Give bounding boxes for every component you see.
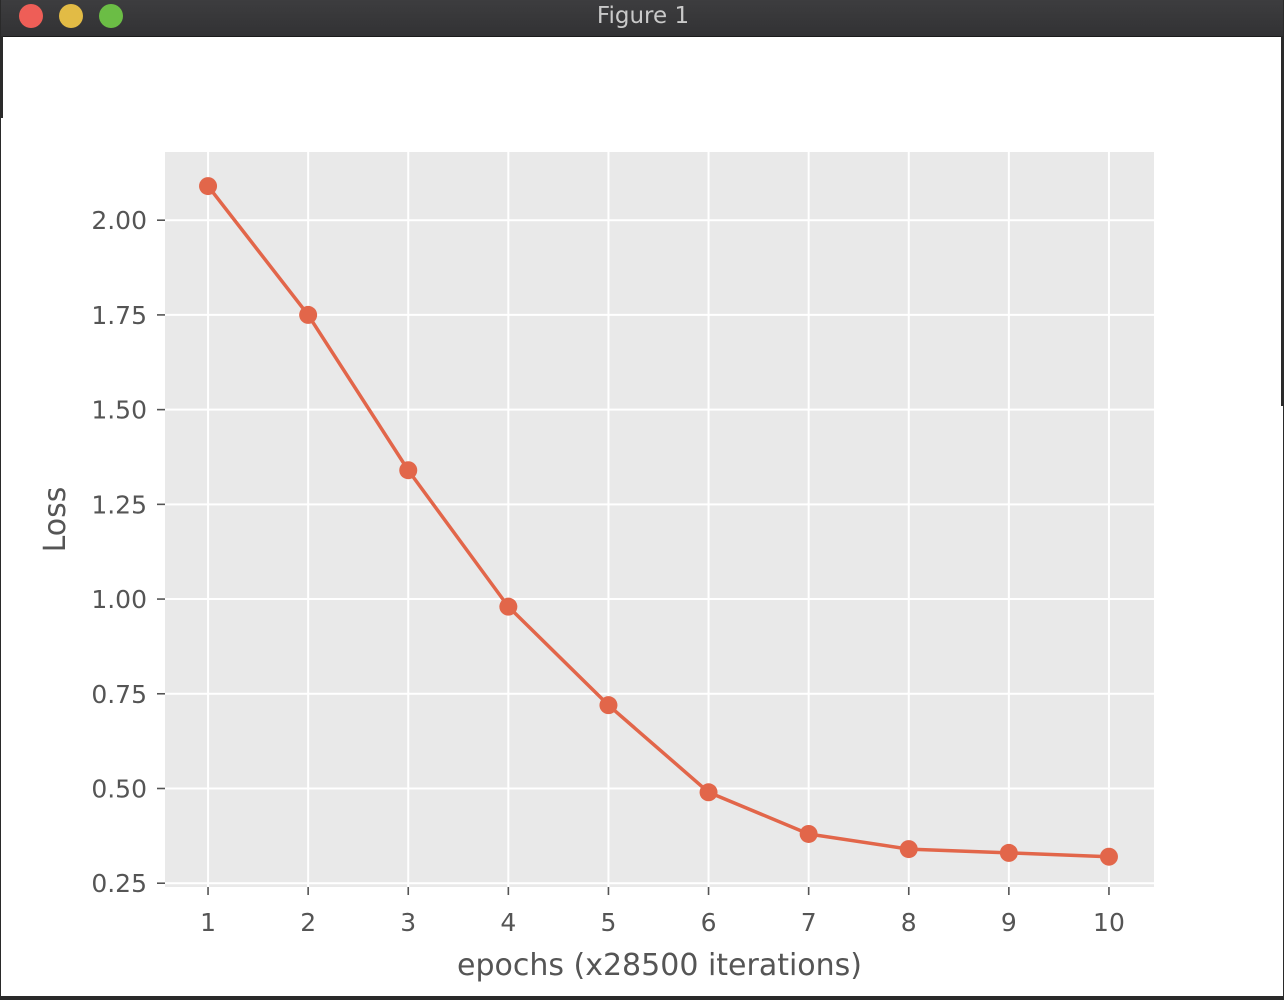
data-point [799, 824, 818, 843]
y-tick-label: 1.25 [91, 490, 147, 519]
axis-ticks: 1 2 3 4 5 6 7 8 9 10 0.25 0.50 0.75 1.00 1.25 1.50 1.75 2… [91, 206, 1125, 937]
x-axis-label: epochs (x28500 iterations) [457, 948, 862, 983]
y-tick-label: 0.50 [91, 774, 147, 803]
close-button[interactable] [19, 4, 43, 28]
data-point [899, 840, 918, 859]
y-axis-label: Loss [38, 487, 73, 553]
x-tick-label: 8 [901, 908, 917, 937]
line-chart: 1 2 3 4 5 6 7 8 9 10 0.25 0.50 0.75 1.00 1.25 1.50 1.75 2… [38, 152, 1154, 983]
window-edge-right [1281, 36, 1283, 406]
x-tick-label: 10 [1093, 908, 1125, 937]
data-point [599, 696, 618, 715]
x-tick-label: 1 [200, 908, 216, 937]
window-title: Figure 1 [596, 3, 690, 29]
data-point [699, 783, 718, 802]
x-tick-label: 7 [801, 908, 817, 937]
minimize-button[interactable] [59, 4, 83, 28]
y-tick-label: 2.00 [91, 206, 147, 235]
window-edge-left [1, 36, 3, 118]
grid-lines [165, 152, 1154, 887]
x-tick-label: 2 [300, 908, 316, 937]
x-tick-label: 4 [500, 908, 516, 937]
title-bar[interactable]: Figure 1 [1, 0, 1283, 37]
series-line [206, 185, 1110, 859]
data-point [1099, 847, 1118, 866]
data-point [399, 461, 418, 480]
y-tick-label: 1.75 [91, 301, 147, 330]
data-point [199, 177, 218, 196]
x-tick-label: 6 [701, 908, 717, 937]
x-tick-label: 3 [400, 908, 416, 937]
y-tick-label: 1.00 [91, 585, 147, 614]
series-layer [199, 177, 1118, 866]
y-tick-label: 1.50 [91, 396, 147, 425]
plot-area [165, 152, 1154, 887]
zoom-button[interactable] [99, 4, 123, 28]
y-tick-label: 0.75 [91, 680, 147, 709]
data-point [999, 843, 1018, 862]
y-tick-label: 0.25 [91, 869, 147, 898]
data-point [499, 597, 518, 616]
x-tick-label: 5 [600, 908, 616, 937]
data-point [299, 305, 318, 324]
x-tick-label: 9 [1001, 908, 1017, 937]
